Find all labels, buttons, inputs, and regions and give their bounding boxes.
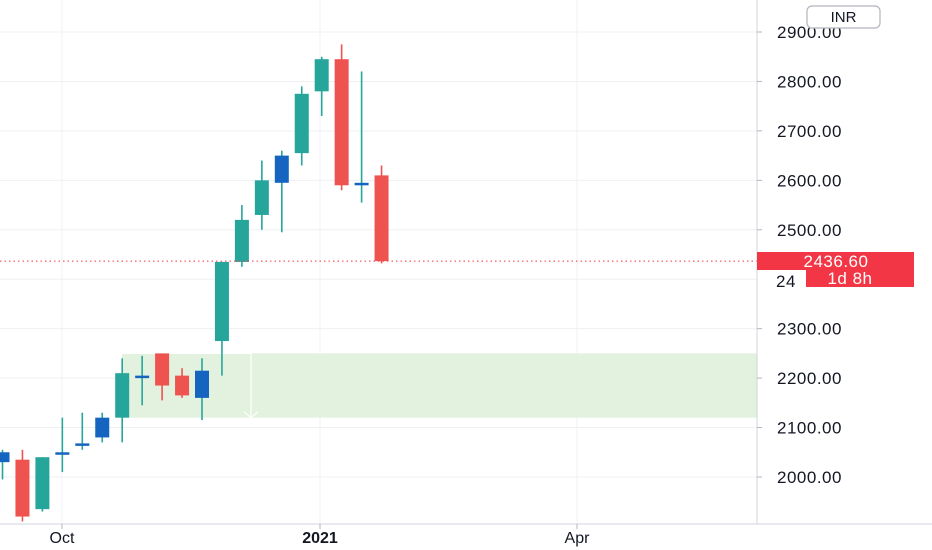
candle-body <box>254 180 269 215</box>
price-tick-label: 2500.00 <box>777 221 842 240</box>
candle-body <box>155 353 170 386</box>
last-price-badge-bg <box>757 252 914 270</box>
bar-countdown-badge: 1d 8h <box>806 269 914 288</box>
candle-body <box>334 59 349 186</box>
demand-zone-layer <box>122 352 757 419</box>
time-tick-label: Oct <box>50 530 75 547</box>
candle[interactable] <box>374 165 389 264</box>
price-tick-label: 2600.00 <box>777 171 842 190</box>
candle[interactable] <box>254 160 269 230</box>
candle-body <box>95 417 110 438</box>
currency-badge-frame <box>806 5 881 29</box>
currency-label: INR <box>831 9 857 26</box>
candle-body <box>374 175 389 262</box>
demand-zone-rect[interactable] <box>122 353 757 418</box>
candle-body <box>35 457 50 510</box>
time-tick-label: 2021 <box>302 530 338 547</box>
partial-price-tick: 24 <box>776 272 796 291</box>
time-scale[interactable]: Oct 2021 Apr <box>50 524 591 547</box>
candle-body <box>115 373 130 418</box>
candle-body <box>314 59 329 92</box>
candle[interactable] <box>294 86 309 166</box>
candle-body <box>0 452 10 463</box>
price-tick-label: 2200.00 <box>777 369 842 388</box>
candles[interactable] <box>0 44 389 522</box>
candle[interactable] <box>155 353 170 401</box>
candle[interactable] <box>95 412 110 443</box>
candle[interactable] <box>115 358 130 443</box>
time-tick-label: Apr <box>565 530 591 547</box>
candle-body <box>294 93 309 154</box>
candle[interactable] <box>214 261 229 376</box>
currency-badge[interactable]: INR <box>806 5 881 29</box>
last-price-badge: 2436.60 <box>757 252 914 271</box>
candle-body <box>135 375 150 379</box>
candle[interactable] <box>135 355 150 406</box>
candle-body <box>195 370 209 398</box>
candle[interactable] <box>354 71 369 203</box>
price-tick-label: 2100.00 <box>777 419 842 438</box>
price-tick-label: 2700.00 <box>777 122 842 141</box>
candle-body <box>75 443 90 446</box>
countdown-label: 1d 8h <box>827 269 872 288</box>
zone-measure-arrow-icon <box>243 411 259 419</box>
candle-body <box>175 375 190 396</box>
candle[interactable] <box>274 150 289 233</box>
last-price-label: 2436.60 <box>804 252 869 271</box>
candle-body <box>55 452 70 455</box>
candle[interactable] <box>0 449 10 480</box>
candle[interactable] <box>15 449 30 522</box>
candle-body <box>354 182 369 186</box>
candle[interactable] <box>314 56 329 117</box>
candle[interactable] <box>175 368 190 398</box>
price-tick-label: 2800.00 <box>777 72 842 91</box>
candle-body <box>214 261 229 342</box>
candle-body <box>234 219 249 262</box>
candle[interactable] <box>234 205 249 267</box>
countdown-badge-bg <box>806 270 914 287</box>
candle[interactable] <box>334 44 349 191</box>
candle[interactable] <box>195 358 209 421</box>
candle-body <box>274 155 289 183</box>
candle-body <box>15 459 30 517</box>
price-tick-label: 2300.00 <box>777 320 842 339</box>
price-tick-label: 2000.00 <box>777 468 842 487</box>
candle[interactable] <box>55 417 70 473</box>
candle[interactable] <box>35 457 50 512</box>
candle[interactable] <box>75 412 90 450</box>
